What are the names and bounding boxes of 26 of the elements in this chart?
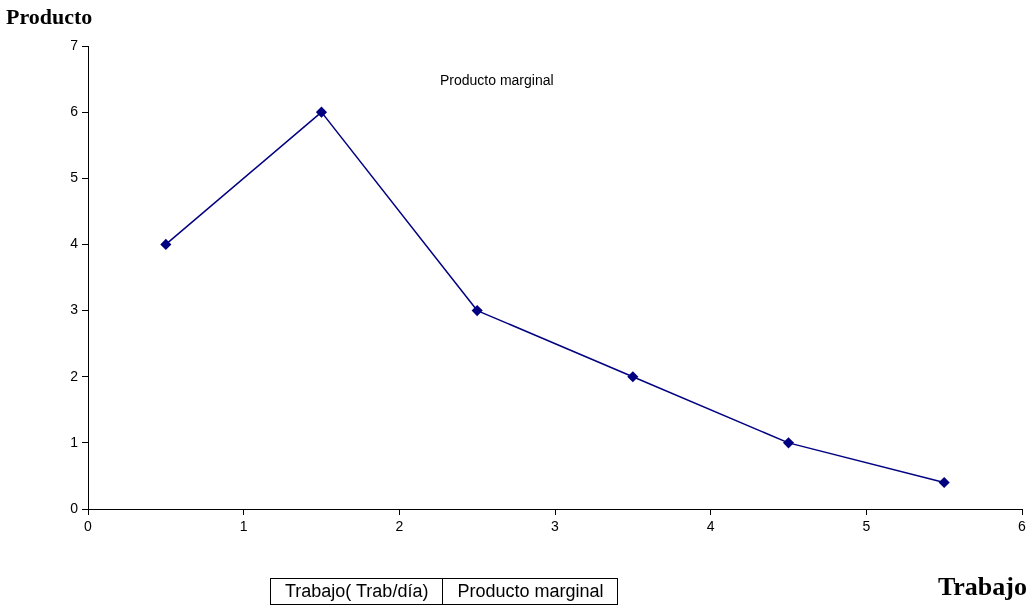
point — [627, 371, 639, 382]
x-tick-label: 0 — [84, 518, 93, 535]
point — [783, 437, 794, 449]
y-tick-label: 2 — [70, 367, 79, 384]
y-tick-label: 0 — [70, 499, 79, 516]
y-tick-label: 1 — [70, 433, 79, 450]
point — [316, 106, 327, 118]
x-tick-label: 3 — [551, 518, 560, 535]
point — [471, 305, 483, 316]
x-tick-label: 6 — [1018, 518, 1027, 535]
y-tick-label: 4 — [70, 235, 79, 252]
point — [160, 239, 172, 250]
text: Producto marginal — [442, 579, 618, 604]
y-tick-label: 3 — [70, 301, 79, 318]
y-tick-label: 5 — [70, 169, 79, 186]
y-tick-label: 6 — [70, 103, 79, 119]
x-tick-label: 1 — [239, 518, 248, 535]
x-tick-label: 5 — [862, 518, 871, 535]
text: Producto marginal — [440, 71, 554, 88]
x-tick-label: 2 — [395, 518, 404, 535]
y-tick-label: 7 — [70, 36, 79, 53]
point — [938, 477, 950, 488]
text: Trabajo( Trab/día) — [284, 580, 430, 603]
x-axis-title: Trabajo — [937, 572, 1027, 602]
x-tick-label: 4 — [706, 518, 715, 535]
y-axis-title: Producto — [6, 4, 93, 30]
